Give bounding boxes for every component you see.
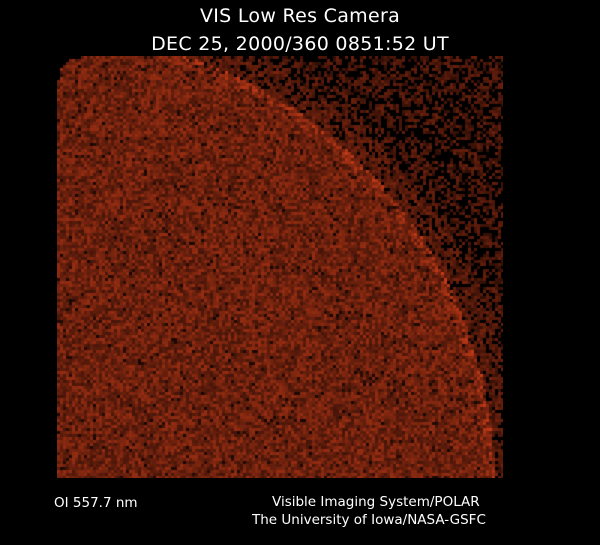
earth-camera-image (57, 56, 503, 478)
filter-wavelength-label: OI 557.7 nm (54, 495, 138, 511)
image-timestamp: DEC 25, 2000/360 0851:52 UT (151, 33, 449, 55)
institution-credit: The University of Iowa/NASA-GSFC (252, 512, 486, 528)
instrument-credit: Visible Imaging System/POLAR (272, 494, 480, 510)
image-title: VIS Low Res Camera (199, 5, 401, 27)
